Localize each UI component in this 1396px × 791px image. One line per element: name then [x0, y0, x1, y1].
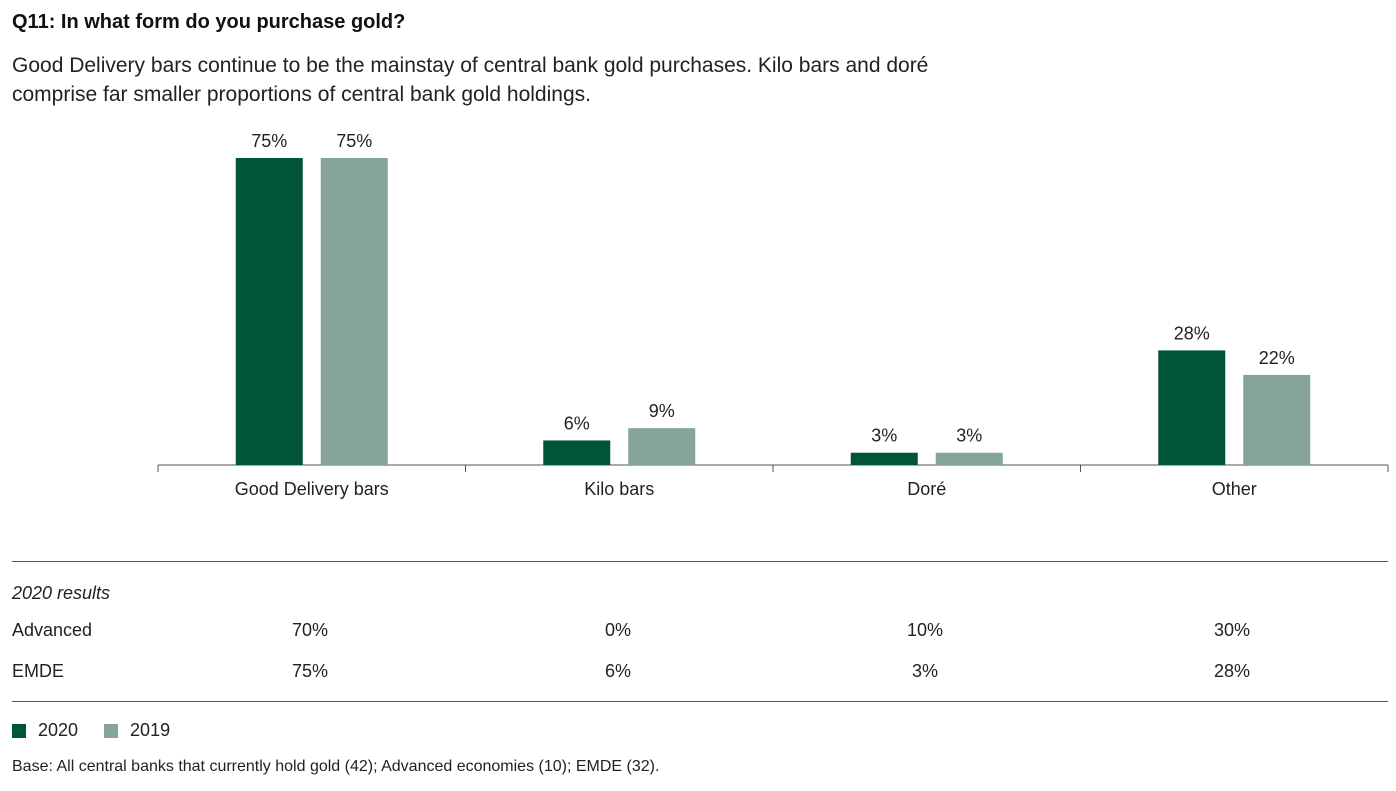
- table-top-rule: [12, 561, 1388, 562]
- x-tick-label-other: Other: [1212, 479, 1257, 499]
- table-cell-advanced-dore: 10%: [906, 620, 944, 640]
- legend-swatch-2020: [12, 723, 26, 738]
- table-cell-emde-dore: 3%: [911, 661, 938, 681]
- legend-label-2020: 2020: [38, 720, 79, 740]
- table-row-label-emde: EMDE: [12, 661, 65, 681]
- x-tick-label-good-delivery-bars: Good Delivery bars: [235, 479, 389, 499]
- table-cell-advanced-kilo: 0%: [604, 620, 631, 640]
- bar-kilo-bars-2019: [628, 428, 696, 465]
- data-label-good-delivery-bars-2020: 75%: [251, 131, 287, 151]
- data-label-other-2020: 28%: [1174, 323, 1210, 343]
- data-label-kilo-bars-2019: 9%: [649, 401, 675, 421]
- chart-title: Q11: In what form do you purchase gold?: [12, 11, 406, 33]
- table-cell-emde-kilo: 6%: [604, 661, 631, 681]
- data-label-good-delivery-bars-2019: 75%: [336, 131, 372, 151]
- table-cell-advanced-other: 30%: [1213, 620, 1251, 640]
- table-cell-emde-good-delivery: 75%: [291, 661, 329, 681]
- x-tick-label-dore: Doré: [907, 479, 946, 499]
- table-row-label-advanced: Advanced: [12, 620, 93, 640]
- bar-other-2020: [1158, 350, 1226, 465]
- legend-item-2019: 2019: [104, 720, 170, 741]
- bar-dore-2020: [850, 452, 918, 465]
- data-label-other-2019: 22%: [1259, 348, 1295, 368]
- bar-kilo-bars-2020: [543, 440, 611, 465]
- table-heading: 2020 results: [12, 583, 111, 603]
- bar-other-2019: [1243, 374, 1311, 465]
- table-bottom-rule: [12, 701, 1388, 702]
- data-label-kilo-bars-2020: 6%: [564, 413, 590, 433]
- base-note: Base: All central banks that currently h…: [12, 758, 660, 775]
- bar-good-delivery-bars-2020: [235, 158, 303, 465]
- chart-subtitle: Good Delivery bars continue to be the ma…: [12, 54, 929, 106]
- x-tick-label-kilo-bars: Kilo bars: [584, 479, 654, 499]
- legend-label-2019: 2019: [130, 720, 171, 740]
- legend-item-2020: 2020: [12, 720, 78, 741]
- data-label-dore-2020: 3%: [871, 426, 897, 446]
- table-cell-emde-other: 28%: [1213, 661, 1251, 681]
- legend: 2020 2019: [12, 720, 196, 741]
- bar-good-delivery-bars-2019: [320, 158, 388, 465]
- legend-swatch-2019: [104, 723, 119, 738]
- data-label-dore-2019: 3%: [956, 426, 982, 446]
- table-cell-advanced-good-delivery: 70%: [291, 620, 329, 640]
- bar-dore-2019: [935, 452, 1003, 465]
- bar-chart: 75% 75% Good Delivery bars 6% 9% Kilo bars 3% 3…: [157, 131, 1389, 499]
